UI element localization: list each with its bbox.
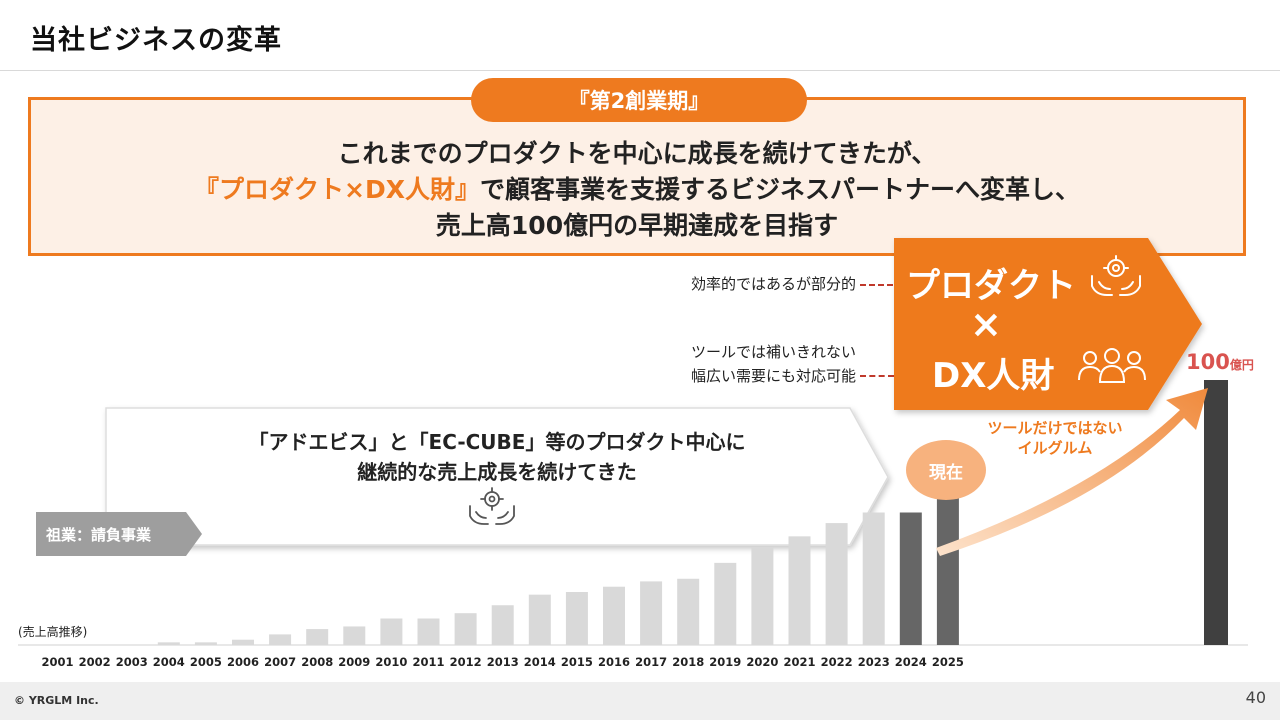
highlight-product: プロダクト <box>906 266 1076 306</box>
curve-label: ツールだけではない イルグルム <box>960 418 1150 458</box>
banner-line-1: これまでのプロダクトを中心に成長を続けてきたが、 <box>337 139 937 168</box>
bar-2015 <box>565 592 588 645</box>
tick-2006: 2006 <box>227 655 259 669</box>
bar-2019 <box>714 562 737 645</box>
tick-2002: 2002 <box>79 655 111 669</box>
footer-bar <box>0 682 1280 720</box>
tick-2008: 2008 <box>301 655 333 669</box>
bar-2014 <box>528 594 551 645</box>
tick-2012: 2012 <box>450 655 482 669</box>
tick-2010: 2010 <box>375 655 407 669</box>
tick-2004: 2004 <box>153 655 185 669</box>
banner-line-3: 売上高100億円の早期達成を目指す <box>435 211 839 240</box>
tick-2007: 2007 <box>264 655 296 669</box>
bar-2006 <box>232 639 254 645</box>
bar-2007 <box>269 634 292 645</box>
tick-2017: 2017 <box>635 655 667 669</box>
chart-bars <box>157 380 1228 645</box>
team-icon <box>1078 348 1146 383</box>
highlight-arrow <box>894 238 1202 410</box>
tick-2015: 2015 <box>561 655 593 669</box>
bar-2021 <box>788 536 811 645</box>
bar-2025 <box>936 483 959 645</box>
gear-hands-icon <box>469 487 515 525</box>
tick-2001: 2001 <box>41 655 73 669</box>
past-arrow-line-2: 継続的な売上成長を続けてきた <box>357 460 637 484</box>
highlight-times: × <box>970 302 1002 346</box>
bar-2024 <box>899 512 922 645</box>
tick-2005: 2005 <box>190 655 222 669</box>
page-title: 当社ビジネスの変革 <box>30 25 282 56</box>
copyright: © YRGLM Inc. <box>14 694 99 707</box>
bar-2011 <box>417 618 440 645</box>
gear-hands-icon-white <box>1091 255 1141 296</box>
bar-2005 <box>194 642 217 645</box>
curve-label-line-1: ツールだけではない <box>987 419 1123 437</box>
tick-2022: 2022 <box>821 655 853 669</box>
tick-2014: 2014 <box>524 655 556 669</box>
connector-line-1 <box>860 284 902 286</box>
tick-2011: 2011 <box>412 655 444 669</box>
origin-tag-label: 祖業：請負事業 <box>46 526 152 544</box>
tick-2009: 2009 <box>338 655 370 669</box>
curve-label-line-2: イルグルム <box>1017 439 1093 457</box>
banner-tab: 『第2創業期』 <box>471 78 807 122</box>
bar-2008 <box>306 629 329 645</box>
bar-2016 <box>603 586 625 645</box>
banner-line-2-rest: で顧客事業を支援するビジネスパートナーへ変革し、 <box>479 175 1080 204</box>
bar-2018 <box>677 578 700 645</box>
growth-curve-arrow <box>936 388 1208 556</box>
bar-2020 <box>751 546 774 645</box>
target-label: 100億円 <box>1186 350 1254 374</box>
tick-2018: 2018 <box>672 655 704 669</box>
tick-2016: 2016 <box>598 655 630 669</box>
tick-2013: 2013 <box>487 655 519 669</box>
note-efficient-partial: 効率的ではあるが部分的 <box>690 275 856 293</box>
note-broad-needs: 幅広い需要にも対応可能 <box>690 367 856 385</box>
target-value: 100 <box>1186 350 1230 374</box>
page-number: 40 <box>1245 688 1266 707</box>
connector-line-2 <box>860 375 922 377</box>
tick-2020: 2020 <box>746 655 778 669</box>
past-arrow-line-1: 「アドエビス」と「EC-CUBE」等のプロダクト中心に <box>248 430 746 454</box>
banner-highlight: 『プロダクト×DX人財』 <box>194 175 480 204</box>
bar-2022 <box>825 523 848 645</box>
bar-2009 <box>343 626 366 645</box>
tick-2023: 2023 <box>858 655 890 669</box>
bar-2010 <box>380 618 403 645</box>
tick-2025: 2025 <box>932 655 964 669</box>
tick-2019: 2019 <box>709 655 741 669</box>
bar-2017 <box>640 581 663 645</box>
title-divider <box>0 70 1280 71</box>
bar-2013 <box>491 605 514 645</box>
note-tool-limits: ツールでは補いきれない <box>690 343 856 361</box>
bar-2004 <box>157 642 180 645</box>
banner-box <box>28 97 1246 256</box>
present-badge: 現在 <box>906 440 986 500</box>
chart-x-ticks: 2001 2002 2003 2004 2005 2006 2007 2008 2009 2010… <box>41 655 963 669</box>
target-unit: 億円 <box>1229 358 1254 372</box>
highlight-dx: DX人財 <box>932 356 1055 396</box>
tick-2021: 2021 <box>783 655 815 669</box>
chart-caption: (売上高推移) <box>18 625 88 639</box>
bar-2012 <box>454 613 477 645</box>
bar-2023 <box>862 512 885 645</box>
tick-2024: 2024 <box>895 655 927 669</box>
tick-2003: 2003 <box>116 655 148 669</box>
origin-tag-shape <box>36 512 202 556</box>
banner-line-2: 『プロダクト×DX人財』で顧客事業を支援するビジネスパートナーへ変革し、 <box>28 170 1246 206</box>
bar-target <box>1204 380 1228 645</box>
